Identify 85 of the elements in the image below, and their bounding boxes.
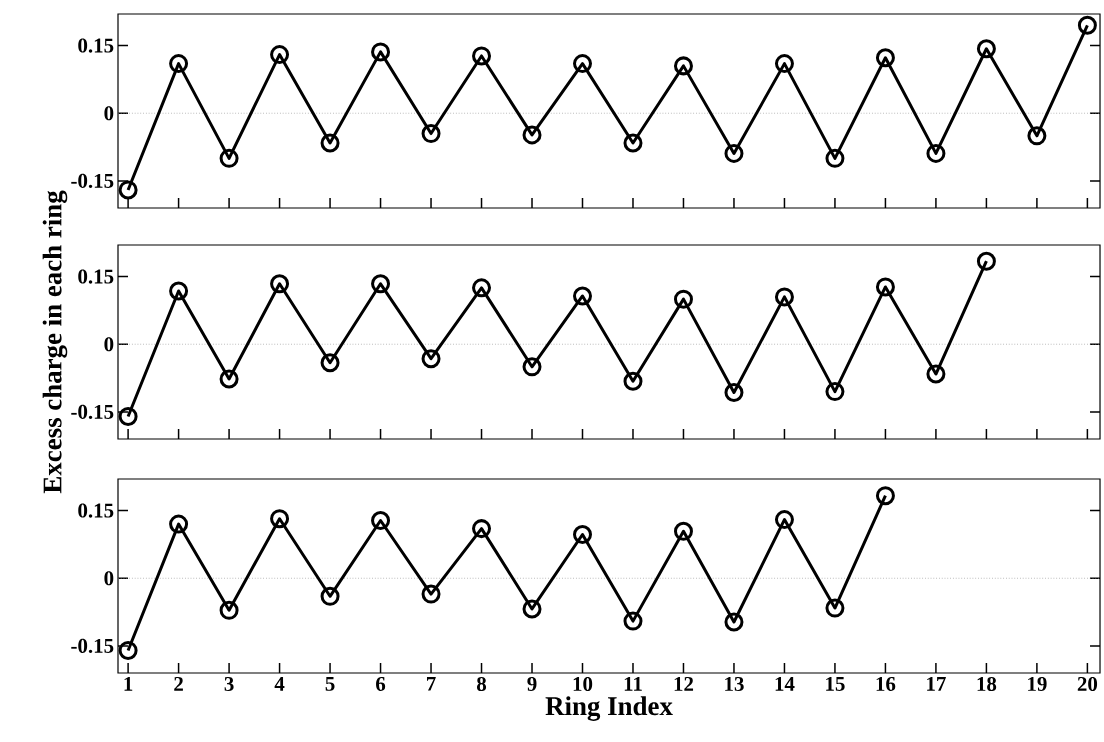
x-tick-label: 5 bbox=[325, 676, 335, 691]
y-tick-label: -0.15 bbox=[71, 404, 114, 420]
y-tick-label: 0.15 bbox=[78, 269, 114, 284]
point bbox=[825, 382, 845, 402]
x-axis-title: Ring Index bbox=[545, 696, 673, 721]
x-tick-label: 15 bbox=[826, 676, 845, 691]
point bbox=[573, 54, 592, 74]
point bbox=[673, 56, 693, 76]
point bbox=[623, 133, 643, 153]
x-tick-label: 2 bbox=[174, 676, 183, 691]
y-tick-label: 0.15 bbox=[78, 38, 114, 53]
point bbox=[623, 611, 643, 631]
x-tick-label: 14 bbox=[775, 676, 795, 691]
x-tick-label: 17 bbox=[927, 676, 946, 691]
point bbox=[118, 406, 138, 426]
point bbox=[371, 274, 391, 294]
y-tick-label: 0 bbox=[104, 337, 114, 352]
x-tick-label: 18 bbox=[977, 676, 997, 692]
x-tick-label: 10 bbox=[573, 676, 593, 692]
point bbox=[573, 286, 592, 306]
point bbox=[875, 486, 895, 506]
point bbox=[522, 599, 542, 619]
point bbox=[522, 125, 542, 145]
point bbox=[774, 54, 794, 74]
y-tick-label: 0 bbox=[104, 571, 114, 586]
y-axis-title: Excess charge in each ring bbox=[42, 190, 68, 494]
point bbox=[118, 640, 138, 660]
point bbox=[320, 353, 340, 373]
point bbox=[118, 180, 138, 200]
point bbox=[573, 524, 592, 544]
point bbox=[724, 612, 744, 632]
point bbox=[421, 349, 441, 369]
point bbox=[421, 584, 441, 604]
point bbox=[472, 46, 492, 66]
point bbox=[623, 371, 643, 391]
point bbox=[774, 287, 794, 307]
x-tick-label: 19 bbox=[1028, 676, 1047, 691]
point bbox=[774, 510, 794, 530]
x-tick-label: 8 bbox=[476, 676, 487, 692]
point bbox=[371, 42, 391, 62]
x-tick-label: 6 bbox=[376, 676, 386, 691]
y-tick-label: 0.15 bbox=[78, 503, 114, 518]
x-tick-label: 9 bbox=[527, 676, 537, 691]
point bbox=[169, 54, 189, 74]
x-tick-label: 12 bbox=[674, 676, 694, 691]
point bbox=[724, 383, 744, 403]
point bbox=[875, 277, 895, 297]
point bbox=[270, 45, 290, 65]
point bbox=[472, 519, 492, 539]
point bbox=[169, 514, 189, 534]
point bbox=[976, 39, 996, 59]
point bbox=[270, 274, 290, 294]
point bbox=[472, 278, 492, 298]
point bbox=[673, 521, 693, 541]
point bbox=[875, 48, 895, 68]
point bbox=[320, 133, 340, 153]
point bbox=[421, 124, 441, 144]
point bbox=[219, 148, 239, 168]
point bbox=[320, 586, 340, 606]
x-tick-label: 7 bbox=[426, 676, 436, 691]
point bbox=[825, 148, 845, 168]
x-tick-label: 13 bbox=[725, 676, 744, 691]
point bbox=[976, 251, 996, 271]
point bbox=[673, 289, 693, 309]
point bbox=[1027, 126, 1047, 146]
point bbox=[724, 143, 744, 163]
point bbox=[1077, 15, 1097, 35]
x-tick-label: 1 bbox=[124, 676, 133, 691]
x-tick-label: 20 bbox=[1077, 676, 1098, 692]
point bbox=[926, 364, 946, 384]
point bbox=[371, 511, 391, 530]
point bbox=[270, 509, 290, 529]
point bbox=[219, 369, 239, 389]
point bbox=[219, 600, 239, 620]
point bbox=[825, 598, 845, 618]
x-tick-label: 3 bbox=[224, 676, 234, 691]
point bbox=[926, 143, 946, 163]
y-tick-label: -0.15 bbox=[71, 638, 114, 654]
point bbox=[522, 357, 542, 377]
y-tick-label: -0.15 bbox=[71, 173, 114, 189]
point bbox=[169, 281, 189, 301]
x-tick-label: 11 bbox=[624, 676, 642, 691]
x-tick-label: 4 bbox=[274, 676, 285, 691]
x-tick-label: 16 bbox=[876, 676, 896, 691]
y-tick-label: 0 bbox=[104, 106, 114, 121]
